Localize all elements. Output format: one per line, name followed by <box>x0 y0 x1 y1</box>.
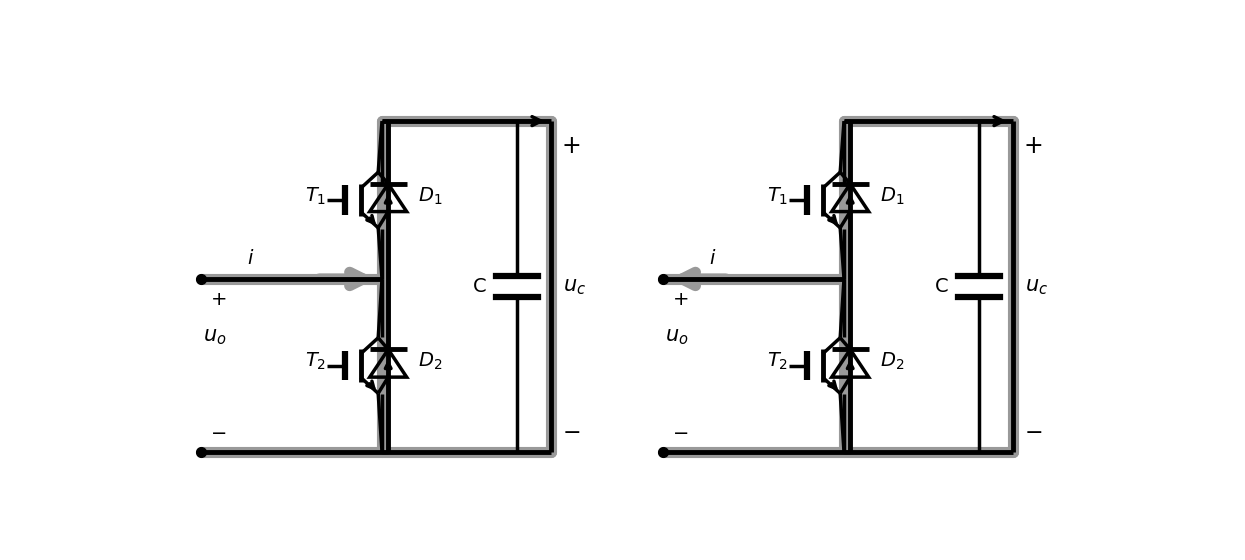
Text: $-$: $-$ <box>561 422 580 441</box>
Text: $D_2$: $D_2$ <box>880 351 905 372</box>
Text: C: C <box>473 277 487 296</box>
Text: $+$: $+$ <box>561 134 580 158</box>
Text: $T_2$: $T_2$ <box>305 351 326 372</box>
Text: $u_c$: $u_c$ <box>1025 277 1048 297</box>
Text: $-$: $-$ <box>210 422 227 441</box>
Text: $D_2$: $D_2$ <box>418 351 443 372</box>
Text: $D_1$: $D_1$ <box>418 185 443 207</box>
Text: C: C <box>935 277 949 296</box>
Text: $T_1$: $T_1$ <box>305 185 326 207</box>
Text: $-$: $-$ <box>1023 422 1042 441</box>
Text: $u_o$: $u_o$ <box>665 326 688 347</box>
Text: $+$: $+$ <box>210 290 227 309</box>
Text: $i$: $i$ <box>248 249 255 268</box>
Text: $u_o$: $u_o$ <box>203 326 227 347</box>
Text: $T_1$: $T_1$ <box>767 185 788 207</box>
Text: $i$: $i$ <box>710 249 717 268</box>
Text: $D_1$: $D_1$ <box>880 185 905 207</box>
Text: $u_c$: $u_c$ <box>563 277 586 297</box>
Text: $+$: $+$ <box>1023 134 1042 158</box>
Text: $+$: $+$ <box>672 290 688 309</box>
Text: $T_2$: $T_2$ <box>767 351 788 372</box>
Text: $-$: $-$ <box>672 422 688 441</box>
